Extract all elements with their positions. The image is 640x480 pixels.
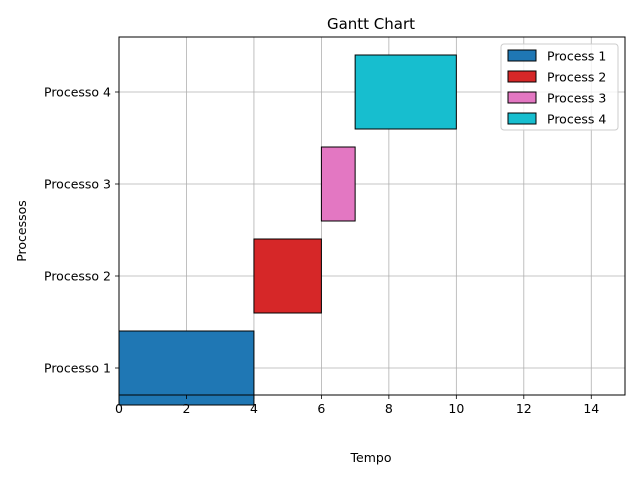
gantt-bar	[253, 238, 322, 314]
y-tick-label: Processo 1	[44, 361, 111, 376]
y-axis-label: Processos	[14, 200, 29, 262]
x-tick-label: 10	[448, 401, 464, 416]
plot-frame	[118, 36, 626, 396]
legend-label: Process 1	[547, 49, 606, 64]
legend: Process 1 Process 2 Process 3 Process 4	[500, 43, 619, 131]
y-tick-label: Processo 2	[44, 269, 111, 284]
x-axis-label: Tempo	[350, 450, 392, 465]
y-ticks: Processo 1 Processo 2 Processo 3 Processo 4	[44, 85, 119, 376]
x-tick-label: 4	[250, 401, 258, 416]
x-tick-label: 6	[317, 401, 325, 416]
y-tick-label: Processo 3	[44, 177, 111, 192]
x-tick-label: 8	[385, 401, 393, 416]
legend-label: Process 3	[547, 91, 606, 106]
legend-label: Process 2	[547, 70, 606, 85]
gantt-bar	[354, 54, 457, 130]
x-ticks: 0 2 4 6 8 10 12 14	[115, 395, 599, 416]
legend-swatch	[507, 91, 537, 104]
gantt-bar	[320, 146, 356, 222]
legend-swatch	[507, 49, 537, 62]
legend-swatch	[507, 70, 537, 83]
x-tick-label: 0	[115, 401, 123, 416]
y-tick-label: Processo 4	[44, 85, 111, 100]
chart-title: Gantt Chart	[327, 15, 415, 33]
legend-label: Process 4	[547, 112, 606, 127]
legend-swatch	[507, 112, 537, 125]
x-tick-label: 14	[583, 401, 599, 416]
bars	[118, 54, 457, 406]
gantt-bar	[118, 330, 255, 406]
x-tick-label: 2	[182, 401, 190, 416]
x-tick-label: 12	[516, 401, 532, 416]
legend-box	[500, 43, 619, 131]
